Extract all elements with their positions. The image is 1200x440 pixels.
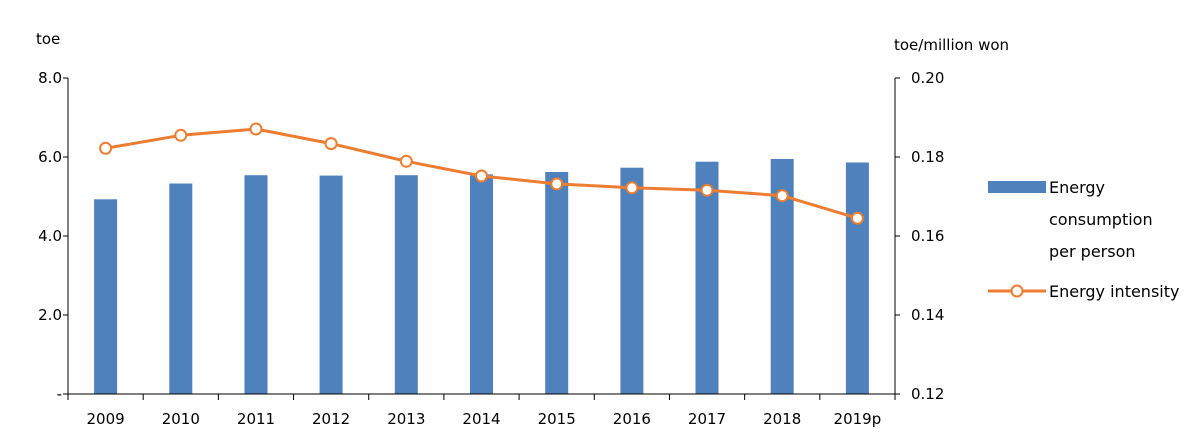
x-tick-label: 2014 [462,410,500,428]
tick-labels: - 2.0 4.0 6.0 8.0 0.12 0.14 0.16 0.18 0.20 2009 201… [38,69,944,428]
right-tick-label: 0.14 [911,306,944,324]
legend-bar-label-line3: per person [1049,242,1136,261]
x-tick-label: 2019p [834,410,882,428]
point-2015 [550,177,564,191]
point-2017 [700,183,714,197]
point-2011 [249,122,263,136]
line-series [99,122,864,225]
left-tick-label: 8.0 [38,69,62,87]
legend-bar-label-line1: Energy [1049,178,1105,197]
x-tick-label: 2017 [688,410,726,428]
legend: Energy consumption per person Energy int… [988,178,1179,301]
legend-line-marker [1010,284,1024,298]
x-tick-label: 2013 [387,410,425,428]
point-2009 [99,141,113,155]
left-tick-label: 6.0 [38,148,62,166]
bar-2011 [244,175,268,394]
bar-2010 [169,183,193,394]
legend-bar-swatch [988,181,1046,193]
left-axis-unit: toe [36,30,60,48]
bar-2012 [319,175,343,394]
left-tick-label: 4.0 [38,227,62,245]
bar-2017 [695,161,719,394]
point-2019p [850,211,864,225]
x-tick-label: 2015 [538,410,576,428]
point-2013 [399,154,413,168]
right-tick-label: 0.20 [911,69,944,87]
bar-2013 [394,175,418,394]
x-tick-label: 2016 [613,410,651,428]
point-2016 [625,181,639,195]
left-tick-label: 2.0 [38,306,62,324]
legend-bar-label-line2: consumption [1049,210,1153,229]
right-tick-label: 0.16 [911,227,944,245]
x-tick-label: 2009 [87,410,125,428]
left-tick-label: - [57,385,62,403]
bar-2015 [545,172,569,394]
point-2010 [174,128,188,142]
right-tick-label: 0.12 [911,385,944,403]
bar-2019p [845,162,869,394]
bar-2018 [770,159,794,394]
x-tick-label: 2012 [312,410,350,428]
x-tick-label: 2010 [162,410,200,428]
bar-2016 [620,167,644,394]
point-2018 [775,189,789,203]
axes [63,77,900,400]
point-2014 [475,169,488,183]
point-2012 [324,137,338,151]
bar-2014 [470,174,493,394]
x-tick-label: 2011 [237,410,275,428]
x-tick-label: 2018 [763,410,801,428]
right-axis-unit: toe/million won [894,36,1009,54]
legend-line-label: Energy intensity [1049,282,1179,301]
bar-2009 [94,199,118,394]
right-tick-label: 0.18 [911,148,944,166]
